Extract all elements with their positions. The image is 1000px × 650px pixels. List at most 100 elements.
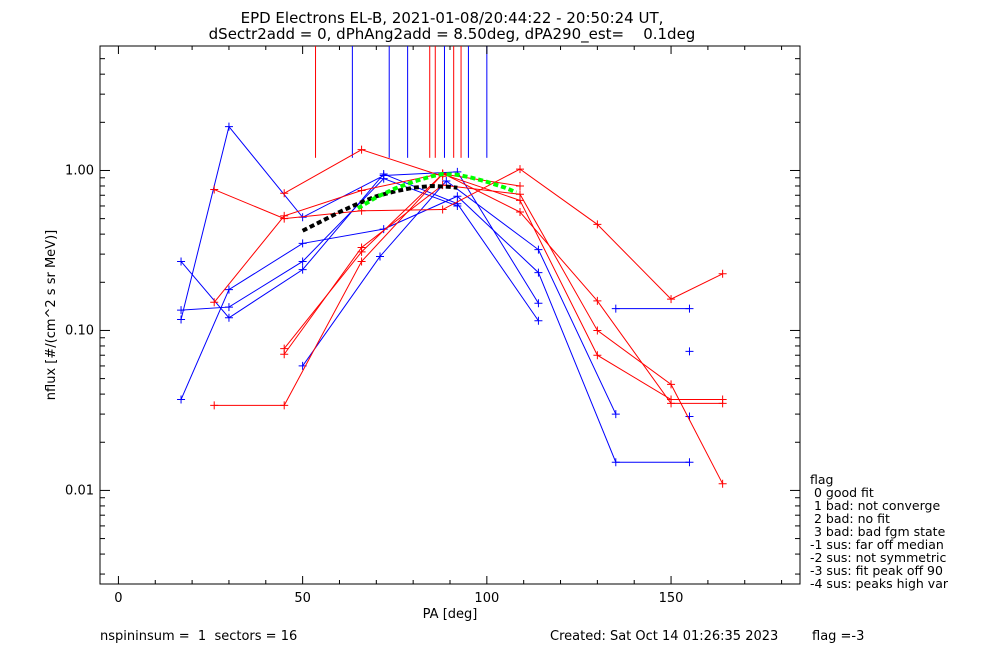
series-line: [283, 184, 724, 485]
data-point: [379, 174, 388, 183]
series: [280, 181, 727, 488]
data-point: [667, 399, 676, 408]
data-point: [177, 306, 186, 315]
data-point: [718, 479, 727, 488]
fit-curve: [356, 172, 518, 211]
footer-created: Created: Sat Oct 14 01:26:35 2023: [550, 629, 778, 644]
data-point: [280, 401, 289, 410]
data-point: [280, 344, 289, 353]
data-point: [534, 299, 543, 308]
legend-line: 0 good fit: [810, 485, 874, 500]
legend-line: -3 sus: fit peak off 90: [810, 563, 943, 578]
fit-curve: [301, 183, 458, 233]
series: [298, 176, 620, 419]
series-line: [180, 125, 539, 320]
data-point: [224, 122, 233, 131]
data-point: [177, 257, 186, 266]
plot-area: 0 50 100 150 0.01 0.10 1.00: [65, 45, 801, 606]
x-tick-label: 100: [474, 591, 499, 606]
data-point: [593, 351, 602, 360]
data-point: [357, 247, 366, 256]
x-tick-label: 0: [114, 591, 122, 606]
data-point: [593, 296, 602, 305]
data-point: [685, 458, 694, 467]
data-point: [611, 304, 620, 313]
fit-curves: [301, 172, 518, 233]
data-point: [210, 298, 219, 307]
data-point: [667, 380, 676, 389]
data-point: [224, 313, 233, 322]
plot-frame: [99, 45, 801, 585]
data-point: [438, 205, 447, 214]
series-line: [283, 149, 443, 194]
data-point: [298, 239, 307, 248]
data-point: [357, 257, 366, 266]
data-point: [453, 201, 462, 210]
data-point: [534, 316, 543, 325]
series: [280, 170, 524, 353]
data-point: [718, 269, 727, 278]
data-point: [718, 399, 727, 408]
vertical-markers: [315, 46, 488, 158]
data-point: [611, 458, 620, 467]
data-point: [516, 208, 524, 217]
legend-line: -1 sus: far off median: [810, 537, 944, 552]
data-point: [593, 326, 602, 335]
data-point: [357, 145, 366, 154]
data-point: [442, 176, 451, 185]
data-point: [667, 295, 676, 304]
data-point: [534, 245, 543, 254]
series: [611, 304, 694, 313]
series-line: [180, 195, 690, 463]
series-line: [283, 173, 521, 349]
data-point: [224, 285, 233, 294]
data-series: [177, 122, 727, 488]
legend-line: flag: [810, 472, 833, 487]
data-point: [685, 347, 694, 356]
x-tick-label: 150: [659, 591, 684, 606]
footer-spin-info: nspininsum = 1 sectors = 16: [100, 629, 297, 644]
legend-line: -2 sus: not symmetric: [810, 550, 946, 565]
series: [177, 174, 462, 315]
series: [280, 145, 447, 198]
series-line: [180, 173, 539, 322]
data-point: [280, 189, 289, 198]
data-point: [177, 395, 186, 404]
y-tick-label: 0.10: [65, 323, 94, 338]
y-tick-label: 0.01: [65, 483, 94, 498]
data-point: [516, 190, 524, 199]
y-tick-label: 1.00: [65, 163, 94, 178]
legend-line: 2 bad: no fit: [810, 511, 890, 526]
x-axis-label: PA [deg]: [423, 607, 478, 622]
data-point: [611, 410, 620, 419]
axis-ticks: 0 50 100 150 0.01 0.10 1.00: [65, 45, 800, 606]
chart-subtitle: dSectr2add = 0, dPhAng2add = 8.50deg, dP…: [209, 25, 696, 44]
data-point: [376, 252, 384, 261]
series: [177, 122, 543, 324]
series: [177, 192, 694, 467]
series-line: [214, 173, 723, 406]
data-point: [210, 401, 219, 410]
legend-line: -4 sus: peaks high var: [810, 576, 949, 591]
data-point: [685, 304, 694, 313]
legend-line: 3 bad: bad fgm state: [810, 524, 946, 539]
series-line: [181, 177, 458, 311]
flag-legend: flag 0 good fit 1 bad: not converge 2 ba…: [810, 472, 949, 591]
series: [685, 347, 694, 356]
data-point: [593, 220, 602, 229]
legend-line: 1 bad: not converge: [810, 498, 940, 513]
chart-title: EPD Electrons EL-B, 2021-01-08/20:44:22 …: [241, 9, 664, 27]
data-point: [280, 214, 289, 223]
data-point: [210, 185, 219, 194]
data-point: [224, 303, 233, 312]
data-point: [379, 225, 388, 234]
series: [210, 169, 727, 408]
x-tick-label: 50: [294, 591, 311, 606]
data-point: [298, 257, 307, 266]
series-line: [213, 172, 723, 404]
data-point: [516, 165, 524, 174]
data-point: [357, 186, 366, 195]
data-point: [177, 315, 186, 324]
footer-flag: flag =-3: [812, 629, 864, 644]
data-point: [298, 265, 307, 274]
